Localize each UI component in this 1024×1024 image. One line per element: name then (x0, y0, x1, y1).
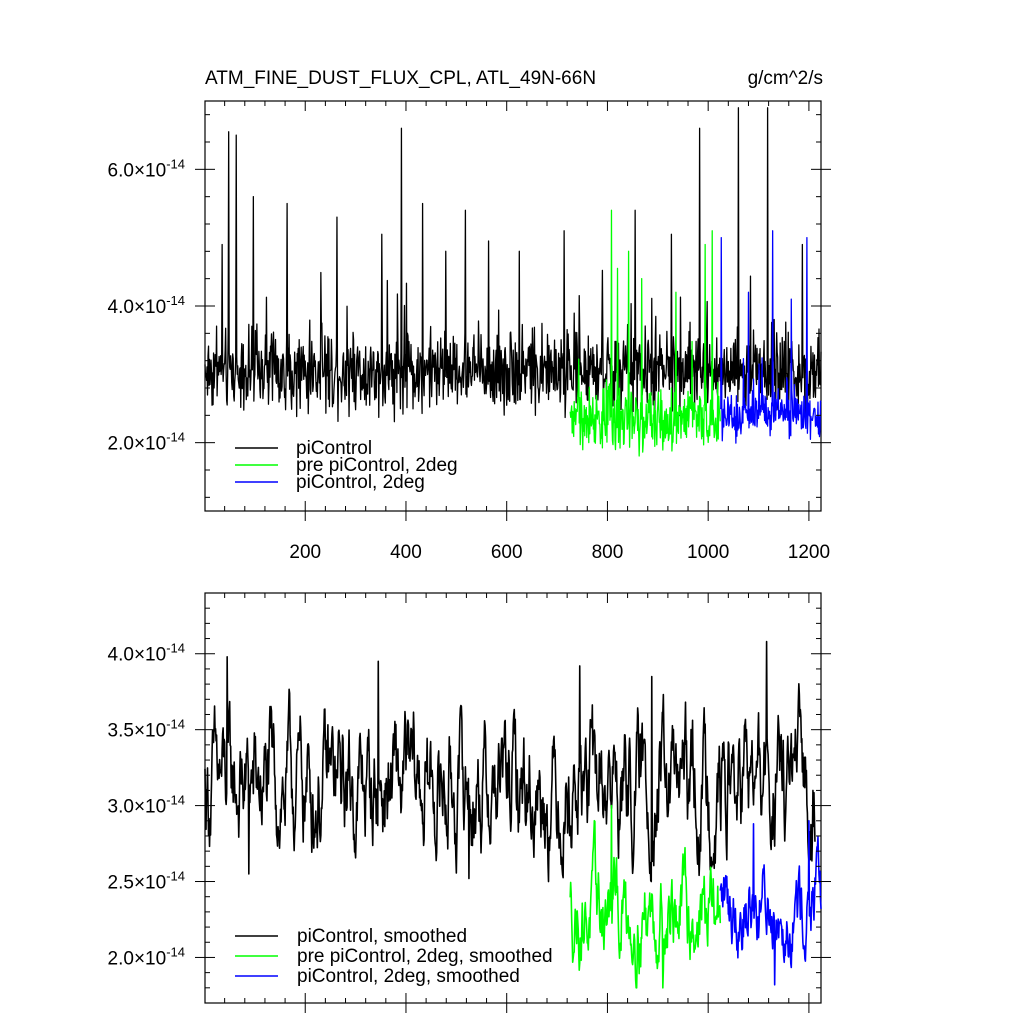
series-line-1 (204, 640, 816, 883)
legend-label-2: pre piControl, 2deg, smoothed (297, 946, 553, 967)
series-line-2 (569, 804, 722, 989)
x-tick-label: 200 (289, 542, 321, 563)
x-tick-label: 800 (592, 542, 624, 563)
top-panel: ATM_FINE_DUST_FLUX_CPL, ATL_49N-66N g/cm… (108, 68, 831, 563)
y-tick-label: 3.5×10-14 (108, 717, 185, 742)
series-line-1 (204, 107, 822, 423)
series-line-3 (719, 819, 822, 986)
x-tick-label: 600 (491, 542, 523, 563)
legend-label-3: piControl, 2deg (296, 472, 425, 493)
legend-label-1: piControl, smoothed (297, 926, 467, 947)
top-units: g/cm^2/s (748, 68, 823, 89)
legend-label-1: piControl (296, 438, 372, 459)
y-tick-label: 3.0×10-14 (108, 793, 185, 818)
y-tick-label: 6.0×10-14 (108, 156, 185, 181)
y-tick-label: 2.0×10-14 (108, 430, 185, 455)
bottom-panel: 2.0×10-14 2.5×10-14 3.0×10-14 3.5×10-14 4.0×… (108, 592, 831, 1013)
y-tick-label: 2.5×10-14 (108, 869, 185, 894)
top-title: ATM_FINE_DUST_FLUX_CPL, ATL_49N-66N (205, 68, 596, 89)
series-line-3 (719, 230, 822, 444)
x-tick-label: 400 (390, 542, 422, 563)
legend-label-2: pre piControl, 2deg (296, 455, 458, 476)
series-line-2 (569, 209, 721, 457)
x-tick-label: 1000 (687, 542, 729, 563)
y-tick-label: 4.0×10-14 (108, 641, 185, 666)
legend-label-3: piControl, 2deg, smoothed (297, 966, 520, 987)
x-tick-label: 1200 (788, 542, 830, 563)
y-tick-label: 2.0×10-14 (108, 944, 185, 969)
y-tick-label: 4.0×10-14 (108, 293, 185, 318)
